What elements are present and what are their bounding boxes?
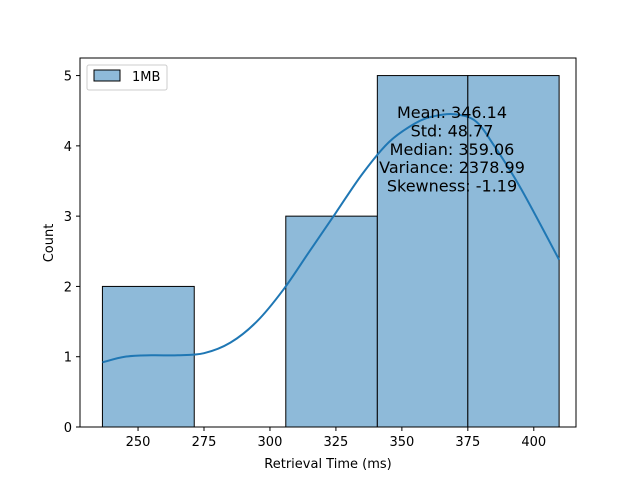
histogram-bar [285,215,378,428]
x-tick-label: 375 [455,435,480,450]
bars-layer [101,75,560,428]
y-tick-label: 0 [64,421,72,436]
x-tick-label: 275 [192,435,217,450]
plot-frame [79,57,577,428]
histogram-bar [467,75,560,428]
legend: 1MB [86,64,168,91]
x-axis-label: Retrieval Time (ms) [264,457,391,472]
x-tick-label: 350 [389,435,414,450]
x-axis: 250 275 300 325 350 375 400 [126,427,546,450]
histogram-bar [101,285,195,428]
y-tick-label: 2 [64,280,72,295]
y-tick-label: 4 [64,140,72,155]
x-tick-label: 400 [521,435,546,450]
y-tick-label: 5 [64,70,72,85]
stat-line: Mean: 346.14 [397,103,507,122]
legend-label: 1MB [132,70,160,85]
x-tick-label: 325 [324,435,349,450]
stat-line: Median: 359.06 [390,140,515,159]
x-tick-label: 250 [126,435,151,450]
y-tick-label: 3 [64,210,72,225]
y-tick-label: 1 [64,351,72,366]
stat-line: Std: 48.77 [411,121,494,140]
x-tick-label: 300 [258,435,283,450]
stat-line: Skewness: -1.19 [387,177,517,196]
y-axis: 0 1 2 3 4 5 [64,70,80,436]
stat-line: Variance: 2378.99 [379,158,525,177]
kde-curve [102,112,560,364]
y-axis-label: Count [42,224,57,263]
legend-swatch [93,69,121,82]
histogram-bar [376,75,469,428]
